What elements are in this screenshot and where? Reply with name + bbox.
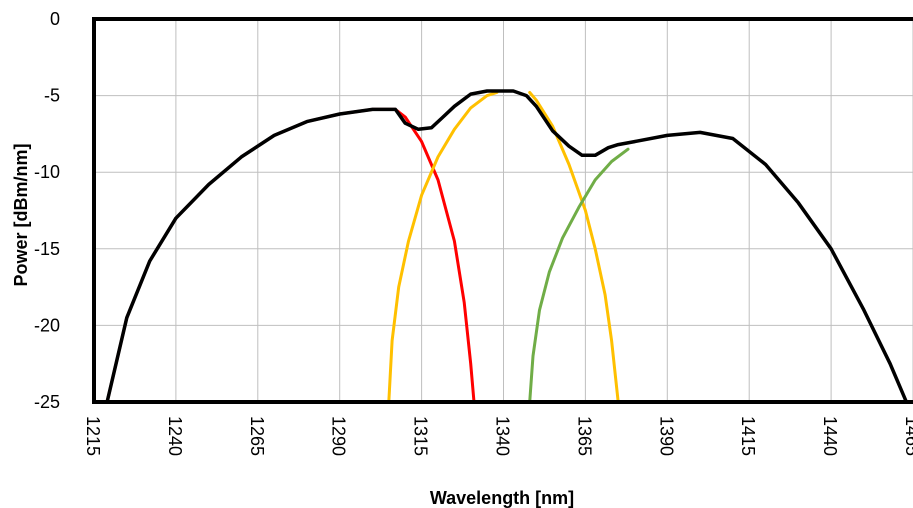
grid-lines xyxy=(93,18,913,403)
axes xyxy=(92,17,913,404)
x-tick-label: 1315 xyxy=(411,416,431,456)
x-tick-label: 1440 xyxy=(820,416,840,456)
series-layer xyxy=(105,89,909,404)
series-line-2 xyxy=(387,91,499,404)
series-line-4 xyxy=(528,147,630,404)
x-tick-label: 1365 xyxy=(574,416,594,456)
y-tick-label: -25 xyxy=(34,392,60,412)
x-tick-label: 1390 xyxy=(656,416,676,456)
x-tick-label: 1240 xyxy=(165,416,185,456)
tick-labels: 0 -5 -10 -15 -20 -25 1215 1240 1265 1290 1315 1340 1… xyxy=(34,9,913,456)
x-tick-label: 1290 xyxy=(329,416,349,456)
x-tick-label: 1265 xyxy=(247,416,267,456)
series-line-5 xyxy=(105,89,909,404)
x-tick-label: 1415 xyxy=(738,416,758,456)
x-axis-title: Wavelength [nm] xyxy=(430,488,574,508)
y-tick-label: -5 xyxy=(44,86,60,106)
y-axis-title: Power [dBm/nm] xyxy=(11,143,31,286)
x-tick-label: 1215 xyxy=(83,416,103,456)
series-line-3 xyxy=(528,91,620,404)
y-tick-label: -10 xyxy=(34,162,60,182)
x-tick-label: 1465 xyxy=(902,416,913,456)
x-tick-label: 1340 xyxy=(493,416,513,456)
y-tick-label: -20 xyxy=(34,315,60,335)
y-tick-label: 0 xyxy=(50,9,60,29)
series-line-1 xyxy=(105,107,476,404)
y-tick-label: -15 xyxy=(34,239,60,259)
